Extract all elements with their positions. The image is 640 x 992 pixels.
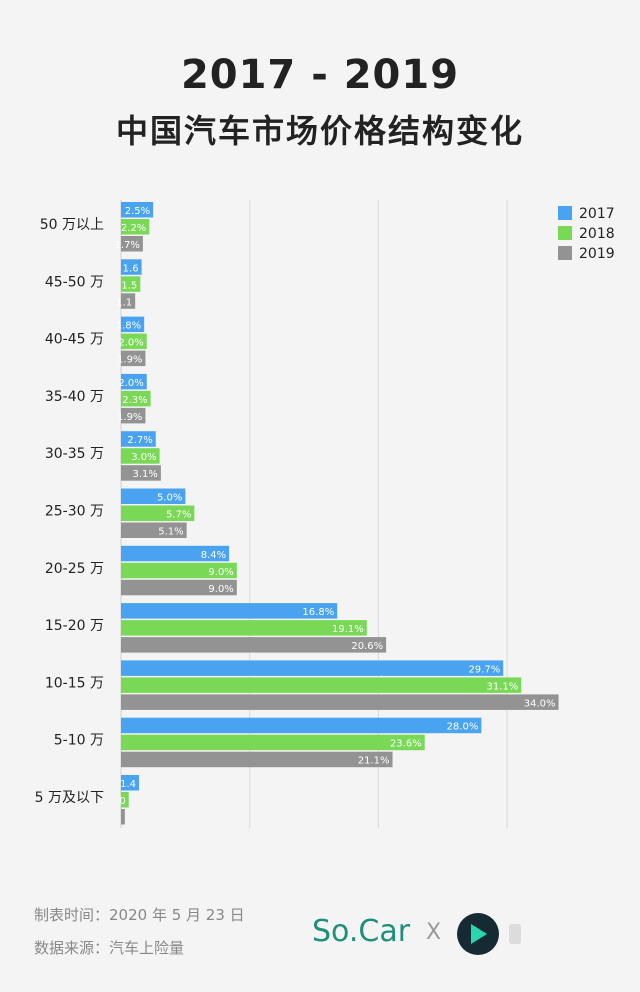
bar-value-label: 34.0% [524, 698, 556, 709]
bar-2019 [121, 407, 146, 424]
legend-swatch [558, 246, 572, 260]
category-label: 10-15 万 [45, 675, 104, 691]
bar-2019 [121, 293, 136, 309]
category-label: 35-40 万 [45, 389, 104, 405]
legend-swatch [558, 206, 572, 220]
bar-2017 [121, 202, 154, 218]
category-label: 50 万以上 [40, 217, 104, 233]
bar-value-label: 1.5 [121, 280, 137, 291]
bar-value-label: 1.8% [116, 321, 141, 332]
bar-2018 [121, 333, 147, 350]
bar-value-label: 19.1% [332, 624, 364, 635]
socar-logo: So.Car [312, 914, 411, 949]
legend-label: 2018 [579, 226, 615, 242]
bar-2019 [121, 637, 387, 653]
bar-2017 [121, 717, 482, 734]
category-label: 40-45 万 [45, 332, 104, 348]
legend-swatch [558, 226, 572, 240]
bar-2019 [121, 579, 237, 596]
bar-value-label: 9.0% [208, 567, 233, 578]
bar-value-label: 8.4% [201, 550, 226, 561]
play-icon [471, 924, 487, 944]
bar-value-label: 2.7% [127, 435, 152, 446]
category-label: 30-35 万 [45, 446, 104, 462]
category-label: 45-50 万 [45, 274, 104, 290]
bar-value-label: 3.1% [132, 469, 157, 480]
category-label: 25-30 万 [45, 504, 104, 520]
bar-value-label: 1.7% [114, 240, 139, 251]
category-label: 20-25 万 [45, 561, 104, 577]
bar-value-label: 1.6 [123, 263, 139, 274]
bar-value-label: 5.0% [157, 493, 182, 504]
bar-2019 [121, 522, 187, 538]
bar-2018 [121, 792, 129, 808]
bar-chart: 50 万以上 2.5% 2.2% 1.7% 45-50 万 1.6 1.5 1.1 40-45 … [35, 200, 615, 828]
chart-title-line2: 中国汽车市场价格结构变化 [115, 112, 524, 150]
footer-data-source: 数据来源：汽车上险量 [34, 939, 185, 957]
bar-2019 [121, 465, 161, 481]
logo-separator: X [426, 920, 442, 945]
bar-value-label: 21.1% [358, 756, 390, 767]
bar-value-label: 23.6% [390, 739, 422, 750]
footer-made-time: 制表时间：2020 年 5 月 23 日 [34, 906, 245, 924]
bar-value-label: 31.1% [486, 681, 518, 692]
bar-2018 [121, 620, 367, 636]
bar-2017 [121, 316, 145, 333]
bar-2019 [121, 694, 559, 710]
bar-value-label: 28.0% [447, 722, 479, 733]
bar-2018 [121, 677, 522, 693]
bar-value-label: 29.7% [468, 664, 500, 675]
bar-value-label: 0 [119, 796, 125, 807]
bar-value-label: 2.3% [122, 395, 147, 406]
bar-2017 [121, 545, 230, 562]
bar-value-label: 9.0% [208, 584, 233, 595]
bar-value-label: 1.1 [116, 297, 132, 308]
bar-value-label: 5.1% [158, 527, 183, 538]
bar-2018 [121, 390, 151, 407]
bar-2018 [121, 219, 150, 235]
bar-value-label: 1.9% [117, 412, 142, 423]
legend-label: 2019 [579, 246, 615, 262]
bar-2019 [121, 809, 125, 825]
category-label: 5-10 万 [54, 733, 104, 749]
bar-value-label: 2.5% [125, 206, 150, 217]
category-label: 15-20 万 [45, 618, 104, 634]
bar-2018 [121, 276, 141, 292]
bar-value-label: 2.0% [118, 338, 143, 349]
bar-2019 [121, 236, 143, 252]
bar-2017 [121, 603, 338, 619]
bar-value-label: 3.0% [131, 452, 156, 463]
bar-value-label: 5.7% [166, 510, 191, 521]
bar-value-label: 2.2% [121, 223, 146, 234]
bar-2017 [121, 488, 186, 504]
legend-label: 2017 [579, 206, 615, 222]
bar-2017 [121, 660, 504, 676]
bar-value-label: 1.9% [117, 355, 142, 366]
bar-2018 [121, 562, 237, 579]
bar-value-label: 2.0% [118, 378, 143, 389]
bar-value-label: 1.4 [120, 779, 136, 790]
partner-logo-mark-icon [509, 924, 521, 944]
bar-2018 [121, 734, 425, 751]
bar-2018 [121, 448, 160, 464]
chart-title-line1: 2017 - 2019 [180, 52, 460, 98]
bar-value-label: 20.6% [351, 641, 383, 652]
category-label: 5 万及以下 [35, 790, 104, 806]
bar-2017 [121, 259, 142, 275]
bar-value-label: 16.8% [302, 607, 334, 618]
bar-2017 [121, 373, 147, 390]
bar-2019 [121, 350, 146, 367]
bar-2017 [121, 775, 140, 791]
bar-2017 [121, 431, 156, 447]
bar-2019 [121, 751, 393, 768]
bar-2018 [121, 505, 195, 521]
